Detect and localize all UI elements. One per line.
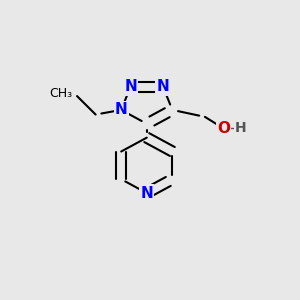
Text: N: N	[140, 186, 153, 201]
Text: CH₃: CH₃	[49, 87, 72, 100]
Text: H: H	[235, 122, 247, 135]
Text: N: N	[115, 102, 128, 117]
Text: N: N	[124, 79, 137, 94]
Text: N: N	[157, 79, 169, 94]
Text: O: O	[217, 121, 230, 136]
